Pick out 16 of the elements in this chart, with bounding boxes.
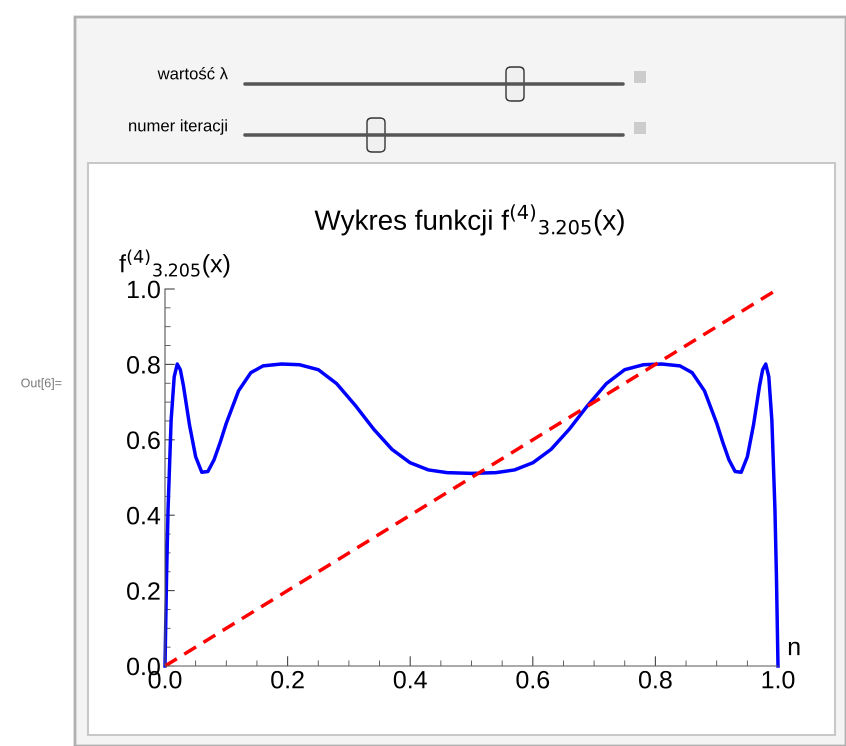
x-tick-label: 0.6 bbox=[516, 670, 550, 689]
text: wartość λ bbox=[158, 67, 228, 80]
text: Out[6]= bbox=[21, 378, 62, 390]
y-axis-title: f$^{(4)}$$_{3.205}$(x) bbox=[119, 249, 230, 278]
x-tick-label: 1.0 bbox=[762, 670, 794, 689]
x-tick-label: 0.2 bbox=[271, 670, 304, 689]
y-tick-label: 1.0 bbox=[128, 280, 160, 298]
x-axis-title: n bbox=[788, 642, 800, 656]
text: numer iteracji bbox=[129, 119, 227, 135]
y-tick-label: 0.6 bbox=[127, 431, 160, 450]
y-tick-label: 0.2 bbox=[127, 582, 160, 600]
x-tick-label: 0.8 bbox=[639, 670, 672, 689]
y-tick-label: 0.4 bbox=[127, 506, 160, 525]
y-tick-label: 0.8 bbox=[127, 356, 160, 374]
x-tick-label: 0.4 bbox=[394, 670, 427, 689]
chart-title: Wykres funkcji f$^{(4)}$$_{3.205}$(x) bbox=[314, 204, 624, 236]
